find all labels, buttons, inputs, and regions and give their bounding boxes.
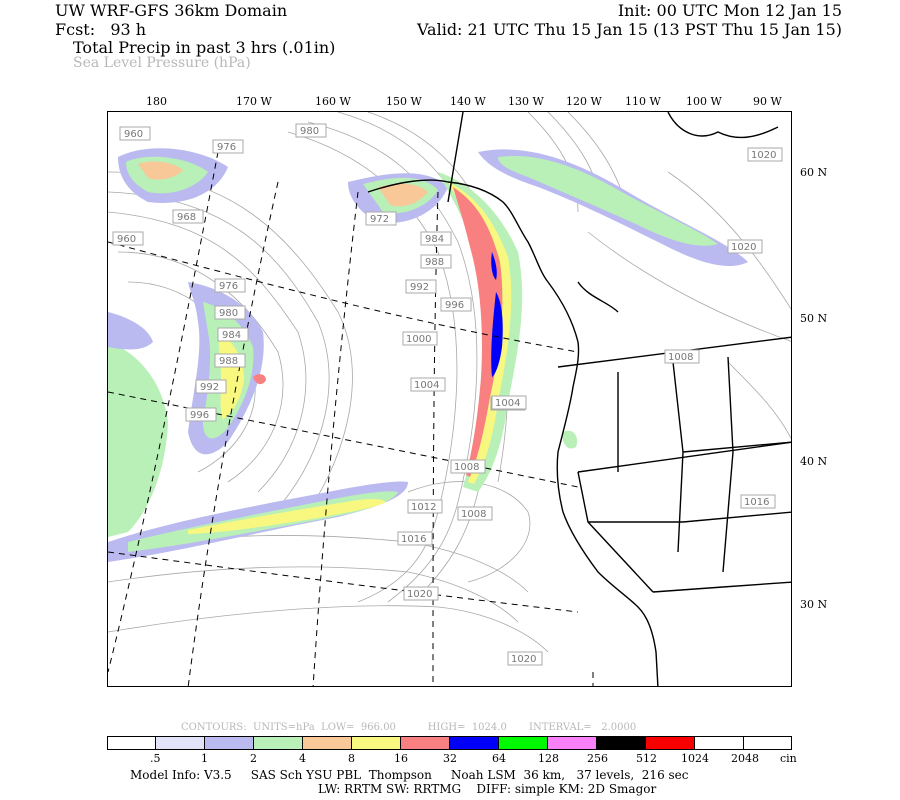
colorbar-swatch	[498, 736, 548, 750]
isobar-label: 984	[425, 234, 444, 245]
colorbar-tick: 32	[443, 752, 457, 765]
colorbar-swatch	[253, 736, 303, 750]
colorbar-tick: 16	[394, 752, 408, 765]
lon-label: 170 W	[236, 95, 272, 108]
colorbar-swatch	[596, 736, 646, 750]
isobar-labels: 960 980 976 968 972 984 988 992 996 1000…	[112, 123, 783, 666]
colorbar-tick: 512	[636, 752, 657, 765]
colorbar-swatch	[302, 736, 352, 750]
isobar-label: 980	[300, 126, 319, 137]
isobar-label: 984	[222, 330, 241, 341]
isobar-label: 1020	[731, 242, 756, 253]
forecast-hour: Fcst: 93 h	[55, 20, 147, 39]
lat-label: 40 N	[800, 455, 828, 468]
isobar-label: 976	[219, 281, 238, 292]
isobar-label: 1008	[668, 352, 693, 363]
isobar-label: 992	[410, 282, 429, 293]
isobar-label: 988	[219, 356, 238, 367]
model-info: Model Info: V3.5 SAS Sch YSU PBL Thompso…	[130, 768, 689, 782]
lon-label: 180	[146, 95, 167, 108]
lon-label: 110 W	[625, 95, 661, 108]
lat-label: 50 N	[800, 312, 828, 325]
lon-label: 160 W	[315, 95, 351, 108]
valid-time: Valid: 21 UTC Thu 15 Jan 15 (13 PST Thu …	[416, 20, 842, 39]
colorbar-tick: 1	[201, 752, 208, 765]
isobar-label: 996	[445, 300, 464, 311]
colorbar-swatch	[204, 736, 254, 750]
lat-label: 60 N	[800, 166, 828, 179]
lon-label: 150 W	[386, 95, 422, 108]
isobar-label: 976	[217, 142, 236, 153]
colorbar-tick: 1024	[681, 752, 709, 765]
isobar-label: 988	[425, 257, 444, 268]
colorbar-swatch	[743, 736, 792, 750]
isobar-label: 1016	[744, 497, 769, 508]
lon-label: 140 W	[450, 95, 486, 108]
isobar-label: 992	[200, 382, 219, 393]
colorbar-tick: 2048	[731, 752, 759, 765]
init-time: Init: 00 UTC Mon 12 Jan 15	[617, 1, 842, 20]
colorbar-tick: 8	[348, 752, 355, 765]
contours-info: CONTOURS: UNITS=hPa LOW= 966.00 HIGH= 10…	[181, 722, 637, 733]
colorbar-tick: 2	[250, 752, 257, 765]
colorbar-tick: .5	[150, 752, 161, 765]
colorbar-tick: 256	[587, 752, 608, 765]
colorbar-tick: 4	[299, 752, 306, 765]
colorbar-swatch	[155, 736, 205, 750]
map-canvas: 960 980 976 968 972 984 988 992 996 1000…	[108, 112, 791, 686]
field-slp-label: Sea Level Pressure (hPa)	[73, 55, 251, 71]
isobar-label: 1016	[401, 534, 426, 545]
colorbar-unit: cin	[780, 752, 797, 765]
precip-slp-map: 960 980 976 968 972 984 988 992 996 1000…	[107, 111, 792, 687]
colorbar-tick: 64	[492, 752, 506, 765]
isobar-label: 1000	[406, 334, 431, 345]
isobar-label: 960	[117, 234, 136, 245]
colorbar-swatch	[107, 736, 156, 750]
field-precip-label: Total Precip in past 3 hrs (.01in)	[73, 38, 336, 57]
colorbar-swatch	[400, 736, 450, 750]
isobar-label: 972	[370, 214, 389, 225]
lon-label: 130 W	[508, 95, 544, 108]
isobar-label: 1020	[751, 150, 776, 161]
colorbar-swatch	[449, 736, 499, 750]
lon-label: 120 W	[566, 95, 602, 108]
isobar-label: 996	[190, 410, 209, 421]
isobar-label: 1008	[454, 462, 479, 473]
isobar-label: 960	[124, 129, 143, 140]
isobar-label: 1012	[411, 502, 436, 513]
physics-info: LW: RRTM SW: RRTMG DIFF: simple KM: 2D S…	[318, 782, 657, 796]
lat-label: 30 N	[800, 598, 828, 611]
isobar-label: 968	[177, 212, 196, 223]
isobar-label: 1020	[407, 589, 432, 600]
isobar-label: 1020	[511, 654, 536, 665]
colorbar-swatch	[351, 736, 401, 750]
lon-label: 90 W	[753, 95, 782, 108]
colorbar-swatch	[645, 736, 695, 750]
isobar-label: 1004	[495, 398, 520, 409]
model-title: UW WRF-GFS 36km Domain	[55, 1, 288, 20]
colorbar-tick: 128	[538, 752, 559, 765]
colorbar-swatch	[547, 736, 597, 750]
isobar-label: 980	[219, 308, 238, 319]
lon-label: 100 W	[686, 95, 722, 108]
isobar-label: 1004	[414, 380, 439, 391]
isobar-label: 1016	[458, 499, 483, 510]
colorbar-swatch	[694, 736, 744, 750]
isobar-label: 1008	[461, 509, 486, 520]
